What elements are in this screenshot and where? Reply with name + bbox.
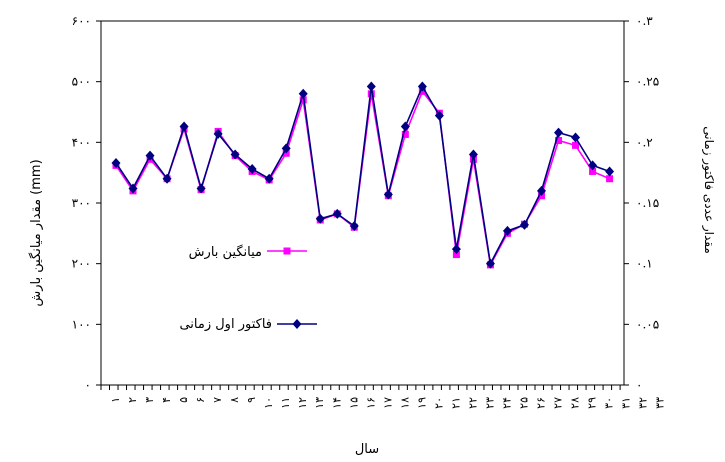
data-point-square: [367, 90, 375, 98]
x-tick-label: ۲۹: [586, 397, 599, 409]
y-left-tick-label: ۱۰۰: [72, 317, 91, 331]
data-point-diamond: [417, 81, 427, 92]
x-tick-label: ۳۲: [637, 397, 650, 409]
x-tick-label: ۶: [194, 397, 207, 403]
x-tick-label: ۳۳: [654, 397, 667, 409]
y-left-tick-label: ۶۰۰: [72, 14, 91, 28]
y-right-tick-label: ۰: [636, 378, 642, 392]
data-point-diamond: [588, 160, 598, 171]
data-point-diamond: [366, 81, 376, 92]
legend-marker-square: [283, 247, 291, 255]
x-tick-label: ۱۱: [279, 397, 292, 409]
y-left-tick-label: ۰: [85, 378, 91, 392]
data-point-square: [555, 137, 563, 145]
x-tick-label: ۱۰: [262, 397, 275, 409]
x-tick-label: ۲۱: [449, 397, 462, 409]
y-right-tick-label: ۰.۱: [636, 257, 653, 271]
data-point-diamond: [196, 183, 206, 194]
x-tick-label: ۱۵: [347, 397, 360, 409]
y-right-tick-label: ۰.۳: [636, 14, 653, 28]
data-point-diamond: [485, 258, 495, 269]
data-point-diamond: [502, 225, 512, 236]
x-tick-label: ۹: [245, 397, 258, 403]
y-axis-left-title: مقدار میانگین بارش (mm): [28, 159, 44, 306]
data-point-diamond: [145, 150, 155, 161]
data-point-square: [401, 130, 409, 138]
x-tick-label: ۲۸: [569, 397, 582, 409]
x-tick-label: ۵: [177, 397, 190, 403]
x-tick-label: ۷: [211, 397, 224, 403]
legend-marker-diamond: [292, 319, 302, 329]
data-point-diamond: [230, 149, 240, 160]
y-left-tick-label: ۵۰۰: [72, 75, 91, 89]
data-point-diamond: [179, 121, 189, 132]
data-point-diamond: [400, 121, 410, 132]
data-point-square: [606, 175, 614, 183]
series-layer: [111, 81, 615, 269]
data-point-diamond: [451, 244, 461, 255]
x-tick-label: ۴: [160, 397, 173, 403]
data-point-diamond: [383, 189, 393, 200]
x-tick-label: ۲: [126, 397, 139, 403]
data-point-diamond: [468, 149, 478, 160]
y-axis-right-title: مقدار عددی فاکتور زمانی: [701, 126, 716, 254]
data-point-diamond: [247, 164, 257, 175]
series-line-1: [115, 89, 610, 268]
y-left-tick-label: ۲۰۰: [72, 257, 91, 271]
data-point-square: [452, 251, 460, 259]
data-point-diamond: [349, 221, 359, 232]
x-tick-label: ۱۲: [296, 397, 309, 409]
y-right-tick-label: ۰.۰۵: [636, 317, 659, 331]
data-point-diamond: [571, 132, 581, 143]
x-tick-label: ۲۷: [552, 397, 565, 409]
x-tick-label: ۲۶: [535, 397, 548, 409]
data-point-diamond: [128, 183, 138, 194]
data-point-diamond: [111, 157, 121, 168]
x-tick-label: ۱۸: [398, 397, 411, 409]
x-tick-label: ۱۶: [364, 397, 377, 409]
data-point-diamond: [519, 219, 529, 230]
data-point-diamond: [213, 128, 223, 139]
x-tick-label: ۱۳: [313, 397, 326, 409]
data-point-square: [589, 167, 597, 175]
legend: میانگین بارش فاکتور اول زمانی: [179, 244, 317, 332]
x-tick-label: ۲۲: [466, 397, 479, 409]
x-axis-title: سال: [355, 442, 379, 457]
y-right-tick-label: ۰.۲۵: [636, 75, 659, 89]
x-tick-label: ۲۳: [483, 397, 496, 409]
x-tick-label: ۳: [143, 397, 156, 403]
data-point-diamond: [434, 110, 444, 121]
legend-label-rainfall: میانگین بارش: [189, 244, 262, 260]
data-point-diamond: [605, 166, 615, 177]
data-point-diamond: [162, 173, 172, 184]
data-point-diamond: [537, 185, 546, 196]
series-line-2: [115, 84, 610, 267]
data-point-diamond: [554, 127, 564, 138]
y-left-tick-label: ۴۰۰: [72, 135, 91, 149]
x-tick-label: ۲۵: [517, 397, 530, 409]
x-tick-label: ۱: [109, 397, 122, 403]
x-tick-label: ۳۱: [620, 397, 633, 409]
data-point-square: [572, 141, 580, 149]
data-point-diamond: [281, 143, 291, 154]
legend-label-time-factor: فاکتور اول زمانی: [179, 317, 272, 332]
y-right-tick-label: ۰.۱۵: [636, 196, 659, 210]
x-tick-label: ۲۴: [500, 397, 513, 409]
data-point-diamond: [315, 213, 325, 224]
x-tick-label: ۲۰: [432, 397, 445, 409]
data-point-diamond: [332, 208, 342, 219]
data-point-diamond: [264, 173, 274, 184]
data-point-diamond: [298, 88, 308, 99]
x-tick-label: ۱۷: [381, 397, 394, 409]
x-tick-label: ۱۹: [415, 397, 428, 409]
x-tick-label: ۳۰: [603, 397, 616, 409]
y-right-tick-label: ۰.۲: [636, 135, 653, 149]
x-tick-label: ۸: [228, 397, 241, 403]
y-left-tick-label: ۳۰۰: [72, 196, 91, 210]
x-tick-label: ۱۴: [330, 397, 343, 409]
axis-ticks: ۰ ۰ ۱۰۰ ۰.۰۵ ۲۰۰ ۰.۱ ۳۰۰ ۰.۱۵ ۴۰۰ ۰.۲ ۵۰۰ ۰.۲۵ ۶۰۰ ۰.…: [72, 14, 667, 409]
